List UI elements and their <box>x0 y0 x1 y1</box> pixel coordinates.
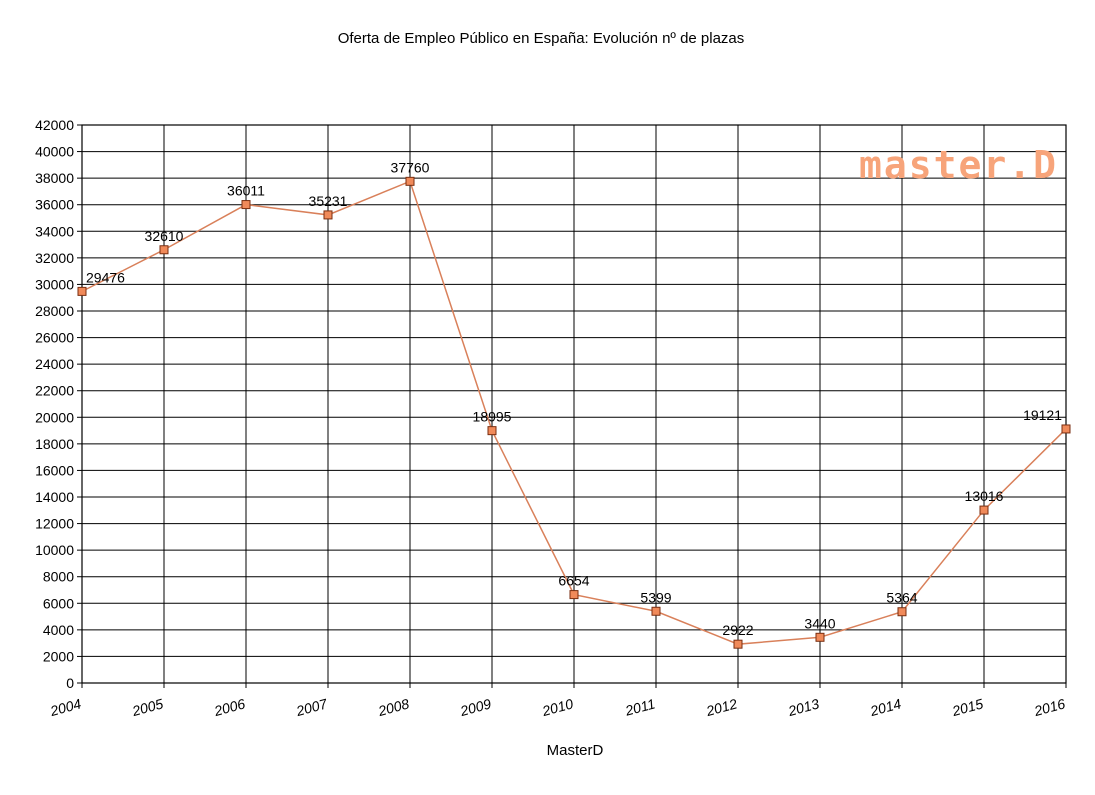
data-label: 19121 <box>1023 407 1062 423</box>
data-point <box>815 632 825 642</box>
y-tick-label: 30000 <box>35 276 74 292</box>
x-tick-label: 2011 <box>623 695 657 719</box>
y-tick-label: 12000 <box>35 516 74 532</box>
data-point <box>487 426 497 436</box>
data-label: 2922 <box>722 622 753 638</box>
x-tick-label: 2016 <box>1032 695 1067 719</box>
data-point <box>241 200 251 210</box>
y-tick-label: 22000 <box>35 383 74 399</box>
watermark-logo: master.D <box>859 143 1058 187</box>
data-label: 6654 <box>558 573 589 589</box>
y-tick-label: 6000 <box>43 595 74 611</box>
data-label: 32610 <box>145 228 184 244</box>
x-tick-label: 2004 <box>48 695 83 719</box>
x-tick-label: 2010 <box>540 695 575 719</box>
data-label: 5364 <box>886 590 917 606</box>
x-tick-label: 2015 <box>950 695 985 719</box>
data-label: 3440 <box>804 615 835 631</box>
y-tick-label: 28000 <box>35 303 74 319</box>
y-tick-label: 32000 <box>35 250 74 266</box>
x-axis-label: MasterD <box>547 742 604 759</box>
data-point <box>979 505 989 515</box>
y-tick-label: 8000 <box>43 569 74 585</box>
y-tick-label: 20000 <box>35 409 74 425</box>
y-tick-label: 18000 <box>35 436 74 452</box>
data-point <box>77 286 87 296</box>
y-tick-label: 34000 <box>35 223 74 239</box>
data-point <box>897 607 907 617</box>
x-tick-label: 2014 <box>868 695 903 719</box>
data-label: 18995 <box>473 409 512 425</box>
y-tick-label: 42000 <box>35 117 74 133</box>
x-tick-label: 2012 <box>704 695 739 719</box>
y-tick-label: 36000 <box>35 197 74 213</box>
data-label: 37760 <box>391 159 430 175</box>
y-tick-label: 24000 <box>35 356 74 372</box>
x-tick-label: 2006 <box>212 695 247 719</box>
y-tick-label: 10000 <box>35 542 74 558</box>
x-tick-label: 2013 <box>786 695 821 719</box>
y-tick-label: 38000 <box>35 170 74 186</box>
x-tick-label: 2007 <box>294 695 330 719</box>
data-point <box>733 639 743 649</box>
data-label: 35231 <box>309 193 348 209</box>
data-label: 29476 <box>86 269 125 285</box>
y-tick-label: 40000 <box>35 144 74 160</box>
data-label: 36011 <box>227 183 265 199</box>
y-tick-label: 4000 <box>43 622 74 638</box>
data-point <box>569 590 579 600</box>
plot-frame <box>81 124 1067 684</box>
chart-title: Oferta de Empleo Público en España: Evol… <box>338 30 745 47</box>
data-point <box>405 176 415 186</box>
grid-lines <box>77 124 1067 688</box>
y-tick-label: 26000 <box>35 330 74 346</box>
data-label: 13016 <box>965 488 1004 504</box>
x-axis-ticks: 2004 2005 2006 2007 2008 2009 2010 2011 2012 2013… <box>48 695 1067 719</box>
x-tick-label: 2008 <box>376 695 411 719</box>
data-point <box>159 245 169 255</box>
series-line-group <box>77 176 1071 649</box>
data-point <box>323 210 333 220</box>
data-labels: 29476 32610 36011 35231 37760 18995 6654 5399 29… <box>86 159 1062 638</box>
y-tick-label: 14000 <box>35 489 74 505</box>
y-tick-label: 0 <box>66 675 74 691</box>
data-label: 5399 <box>640 589 671 605</box>
x-tick-label: 2005 <box>130 695 165 719</box>
y-axis-ticks: 0 2000 4000 6000 8000 10000 12000 14000 16000 180… <box>35 117 74 691</box>
y-tick-label: 2000 <box>43 648 74 664</box>
data-point <box>1061 424 1071 434</box>
y-tick-label: 16000 <box>35 462 74 478</box>
x-tick-label: 2009 <box>458 695 493 719</box>
data-point <box>651 606 661 616</box>
